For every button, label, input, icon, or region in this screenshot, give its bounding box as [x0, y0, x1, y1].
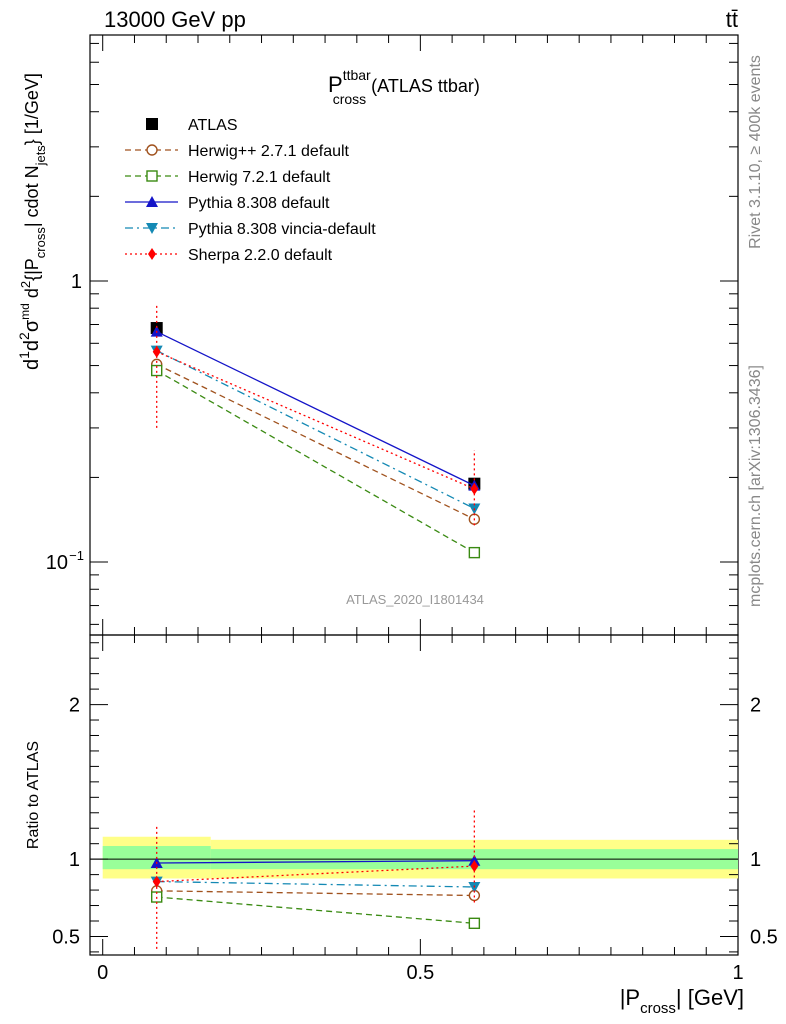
- main-ylabel: d1d2σmd d2{|Pcross| cdot Njets} [1/GeV]: [16, 73, 48, 370]
- main-ytick-label-exp: −1: [69, 548, 84, 563]
- xtick-label: 0: [97, 962, 108, 984]
- ratio-series-line: [156, 860, 475, 864]
- main-ytick-label: 1: [71, 271, 82, 293]
- ratio-ytick-label: 2: [69, 695, 80, 717]
- main-ylabel-text: d1d2σmd d2{|Pcross| cdot Njets} [1/GeV]: [16, 73, 48, 370]
- main-series-line: [156, 350, 475, 510]
- main-point: [151, 364, 163, 377]
- legend-label: Sherpa 2.2.0 default: [188, 247, 333, 264]
- legend-label: Herwig++ 2.7.1 default: [188, 143, 350, 160]
- rivet-label: Rivet 3.1.10, ≥ 400k events: [747, 55, 764, 249]
- xlabel-sub: cross: [640, 1000, 676, 1017]
- ratio-ytick-label-right: 2: [750, 695, 761, 717]
- legend-marker: [148, 248, 156, 260]
- ratio-bands: [90, 836, 739, 879]
- ratio-series-line: [156, 896, 475, 924]
- ratio-point: [470, 860, 479, 873]
- main-series: [150, 303, 481, 559]
- main-series-line: [156, 351, 475, 490]
- xlabel: |Pcross| [GeV]: [620, 985, 744, 1017]
- main-series-line: [156, 363, 475, 520]
- ratio-ytick-label-right: 0.5: [750, 926, 778, 948]
- legend-label: Pythia 8.308 vincia-default: [188, 221, 376, 238]
- ratio-ytick-label: 1: [69, 849, 80, 871]
- legend-marker: [146, 118, 158, 130]
- xtick-label: 0.5: [406, 962, 434, 984]
- legend-label: ATLAS: [188, 117, 238, 134]
- legend-marker: [146, 144, 158, 156]
- legend-label: Pythia 8.308 default: [188, 195, 330, 212]
- main-point: [152, 345, 161, 358]
- main-series-line: [156, 331, 475, 487]
- header-right: tt̄: [726, 7, 738, 32]
- ratio-series: [150, 809, 481, 949]
- title-sub: cross: [333, 91, 366, 107]
- ratio-point: [468, 881, 481, 893]
- ratio-ytick-label-right: 1: [750, 849, 761, 871]
- legend-label: Herwig 7.2.1 default: [188, 169, 331, 186]
- main-point: [468, 546, 481, 559]
- ratio-ytick-label: 0.5: [52, 926, 80, 948]
- ratio-panel-frame: [89, 634, 739, 956]
- plot-title: Pttbar cross (ATLAS ttbar): [328, 67, 480, 107]
- header-left: 13000 GeV pp: [104, 7, 246, 32]
- legend-marker: [146, 196, 158, 207]
- analysis-watermark: ATLAS_2020_I1801434: [346, 592, 484, 607]
- main-ticks: 1 10 −1: [46, 35, 739, 635]
- main-series-line: [156, 369, 475, 554]
- title-suffix: (ATLAS ttbar): [366, 76, 480, 96]
- ratio-series-line: [156, 890, 475, 897]
- title-main: P: [328, 72, 343, 97]
- ratio-series-line: [156, 865, 475, 883]
- legend-marker: [146, 170, 158, 182]
- mcplots-label: mcplots.cern.ch [arXiv:1306.3436]: [747, 365, 764, 607]
- xlabel-main: |P: [620, 985, 640, 1010]
- ratio-ylabel: Ratio to ATLAS: [25, 741, 42, 849]
- title-sup: ttbar: [343, 67, 371, 83]
- legend-marker: [146, 223, 158, 234]
- main-ytick-label: 10: [46, 552, 68, 574]
- ratio-ticks: 0.5 0.5 1 1 2 2 0 0.5 1: [52, 635, 778, 984]
- xtick-label: 1: [732, 962, 743, 984]
- ratio-point: [152, 875, 161, 888]
- ratio-series-line: [156, 880, 475, 888]
- legend: ATLAS Herwig++ 2.7.1 default Herwig 7.2.1 …: [125, 117, 376, 264]
- ratio-point: [468, 917, 481, 930]
- main-point: [470, 482, 479, 495]
- xlabel-suffix: | [GeV]: [676, 985, 744, 1010]
